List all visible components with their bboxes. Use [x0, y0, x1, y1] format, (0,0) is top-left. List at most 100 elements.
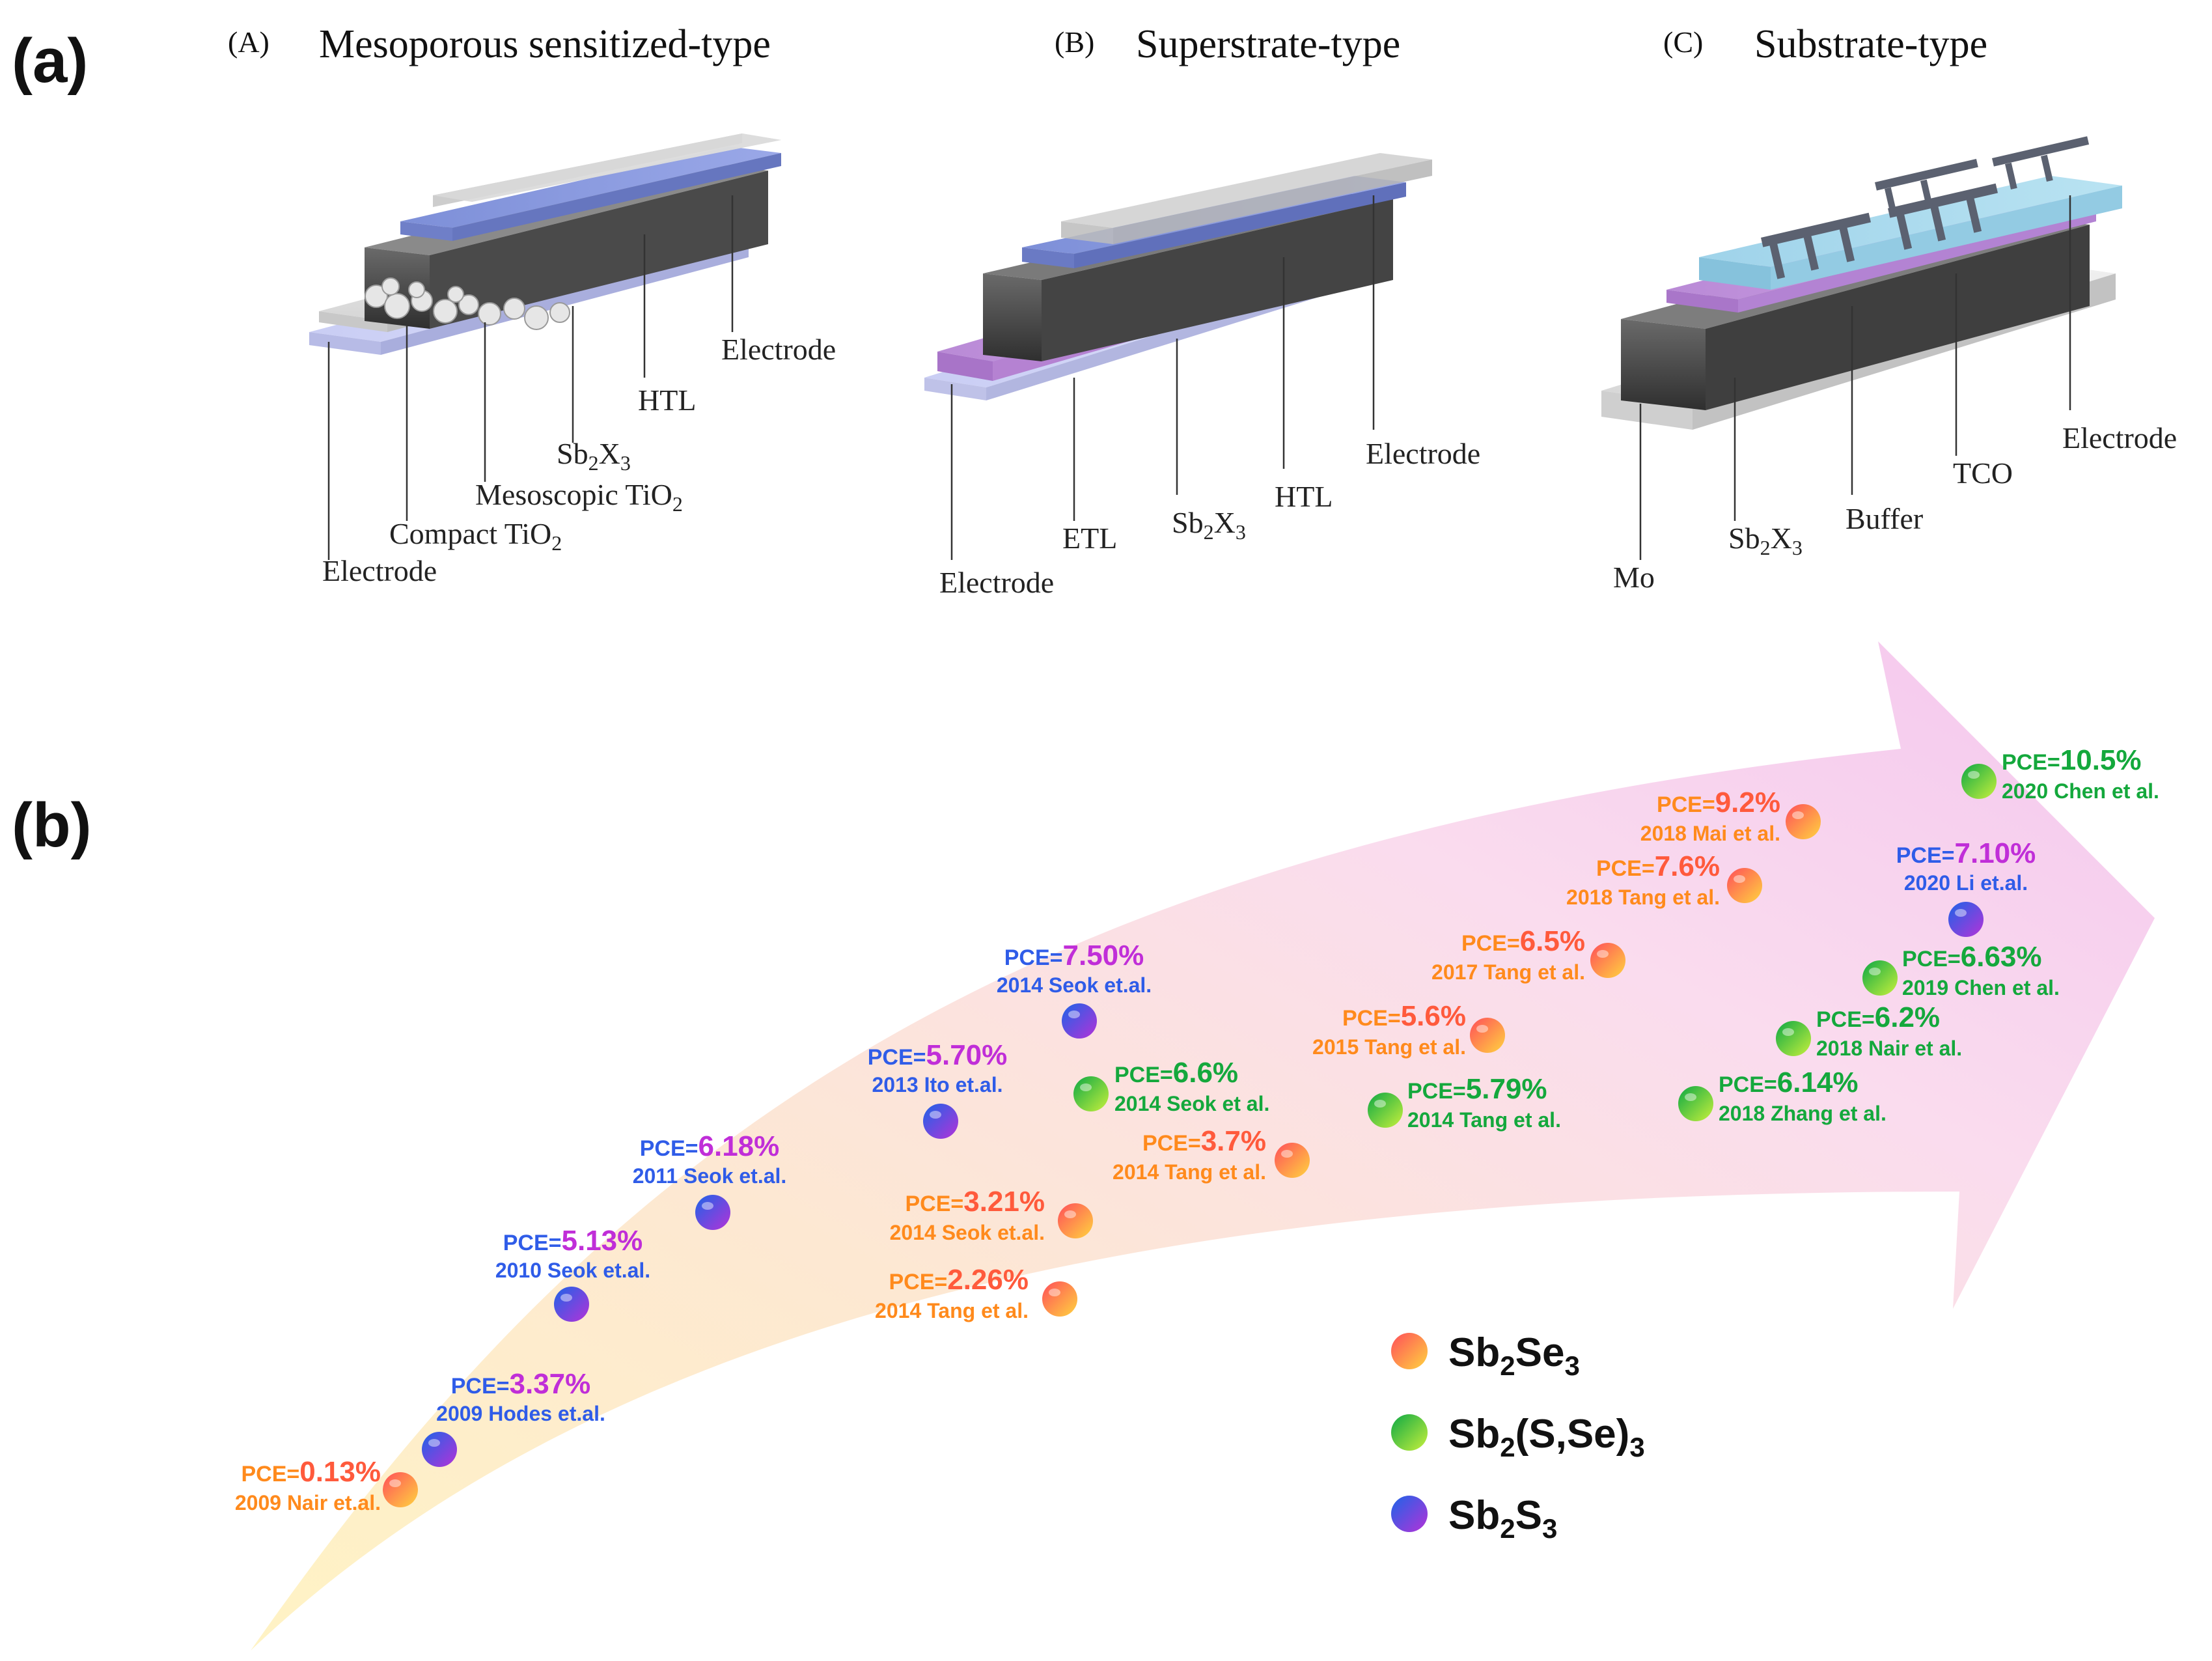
- label-c-buffer: Buffer: [1846, 502, 1923, 535]
- structure-b-title: (B) Superstrate-type: [1055, 22, 1400, 66]
- milestone-marker: [1062, 1003, 1097, 1039]
- milestone-reference: 2015 Tang et al.: [1312, 1035, 1466, 1059]
- label-a-absorber: Sb2X3: [557, 437, 631, 475]
- milestone-marker-highlight: [1792, 811, 1804, 819]
- legend-item-sb2sse3: Sb2(S,Se)3: [1391, 1412, 1645, 1462]
- milestone-pce: PCE=5.79%: [1407, 1073, 1547, 1105]
- milestone-marker: [1058, 1203, 1093, 1238]
- milestone-5-6: PCE=5.6% 2015 Tang et al.: [1312, 1000, 1505, 1059]
- label-a-electrode-top: Electrode: [721, 333, 836, 366]
- label-c-tco: TCO: [1953, 456, 2013, 490]
- label-c-mo: Mo: [1613, 561, 1655, 594]
- milestone-marker: [923, 1104, 958, 1139]
- milestone-marker-highlight: [1869, 968, 1881, 975]
- milestone-marker-highlight: [389, 1479, 401, 1487]
- legend-swatch-sb2se3: [1391, 1333, 1428, 1369]
- milestone-marker: [1776, 1021, 1811, 1056]
- milestone-marker-highlight: [1597, 950, 1609, 958]
- milestone-marker: [1590, 943, 1625, 978]
- milestone-0-13: PCE=0.13% 2009 Nair et.al.: [235, 1456, 418, 1514]
- device-c-stack: [1601, 136, 2122, 430]
- milestone-pce: PCE=3.37%: [451, 1368, 591, 1400]
- device-c-grid: [1761, 136, 2090, 279]
- label-b-absorber: Sb2X3: [1172, 506, 1246, 544]
- milestone-reference: 2009 Hodes et.al.: [436, 1402, 605, 1425]
- milestone-reference: 2011 Seok et.al.: [633, 1164, 787, 1188]
- milestone-marker-highlight: [1685, 1093, 1696, 1101]
- structure-c-tag: (C): [1663, 25, 1703, 59]
- milestone-marker: [1368, 1093, 1403, 1128]
- milestone-reference: 2014 Tang et al.: [875, 1299, 1029, 1322]
- device-b-stack: [924, 153, 1432, 400]
- milestone-marker-highlight: [560, 1294, 572, 1302]
- milestone-reference: 2009 Nair et.al.: [235, 1491, 381, 1514]
- legend-item-sb2s3: Sb2S3: [1391, 1493, 1557, 1544]
- milestone-marker: [1948, 902, 1984, 937]
- milestone-marker-highlight: [1374, 1100, 1386, 1108]
- milestone-marker-highlight: [702, 1202, 713, 1210]
- milestone-marker-highlight: [1968, 771, 1980, 779]
- milestone-pce: PCE=6.18%: [640, 1130, 780, 1162]
- milestones: PCE=0.13% 2009 Nair et.al. PCE=3.37%2009 H…: [235, 744, 2159, 1514]
- device-a-labels: Electrode HTL Sb2X3 Mesoscopic TiO2 Comp…: [322, 333, 836, 587]
- legend-item-sb2se3: Sb2Se3: [1391, 1330, 1580, 1381]
- milestone-marker: [1786, 804, 1821, 839]
- milestone-pce: PCE=6.5%: [1461, 925, 1585, 957]
- milestone-marker-highlight: [1782, 1028, 1794, 1036]
- milestone-marker: [383, 1472, 418, 1507]
- milestone-6-2: PCE=6.2% 2018 Nair et al.: [1776, 1001, 1962, 1060]
- milestone-6-6: PCE=6.6% 2014 Seok et al.: [1073, 1057, 1269, 1115]
- milestone-pce: PCE=3.21%: [905, 1186, 1045, 1218]
- label-b-electrode-top: Electrode: [1366, 437, 1480, 470]
- milestone-7-10: PCE=7.10%2020 Li et.al.: [1896, 837, 2036, 937]
- milestone-marker: [1275, 1143, 1310, 1178]
- legend-label-sb2s3: Sb2S3: [1448, 1493, 1557, 1544]
- milestone-7-50: PCE=7.50%2014 Seok et.al.: [997, 940, 1152, 1039]
- milestone-3-21: PCE=3.21% 2014 Seok et.al.: [890, 1186, 1093, 1244]
- structure-a-tag: (A): [228, 25, 270, 59]
- label-b-etl: ETL: [1062, 522, 1117, 555]
- device-a-stack: [309, 133, 781, 355]
- milestone-reference: 2018 Tang et al.: [1566, 886, 1720, 909]
- milestone-reference: 2014 Tang et al.: [1113, 1160, 1266, 1184]
- milestone-reference: 2018 Nair et al.: [1816, 1037, 1962, 1060]
- milestone-reference: 2020 Chen et al.: [2002, 779, 2159, 803]
- milestone-marker-highlight: [1734, 875, 1745, 883]
- label-a-htl: HTL: [638, 384, 696, 417]
- structure-a-name: Mesoporous sensitized-type: [319, 22, 771, 66]
- milestone-6-5: PCE=6.5% 2017 Tang et al.: [1431, 925, 1625, 984]
- milestone-9-2: PCE=9.2% 2018 Mai et al.: [1640, 787, 1821, 845]
- milestone-pce: PCE=6.63%: [1902, 941, 2042, 973]
- milestone-reference: 2014 Tang et al.: [1407, 1108, 1561, 1132]
- milestone-marker: [1862, 960, 1898, 996]
- milestone-pce: PCE=9.2%: [1657, 787, 1780, 818]
- milestone-reference: 2017 Tang et al.: [1431, 960, 1585, 984]
- device-b-leaders: [950, 195, 1375, 560]
- milestone-marker: [1961, 764, 1997, 799]
- milestone-pce: PCE=3.7%: [1142, 1125, 1266, 1157]
- milestone-pce: PCE=2.26%: [889, 1264, 1029, 1296]
- milestone-6-63: PCE=6.63% 2019 Chen et al.: [1862, 941, 2060, 999]
- milestone-pce: PCE=7.10%: [1896, 837, 2036, 869]
- legend-label-sb2sse3: Sb2(S,Se)3: [1448, 1412, 1645, 1462]
- milestone-marker-highlight: [1955, 909, 1967, 917]
- milestone-10-5: PCE=10.5% 2020 Chen et al.: [1961, 744, 2159, 803]
- milestone-5-79: PCE=5.79% 2014 Tang et al.: [1368, 1073, 1561, 1132]
- milestone-marker: [1727, 868, 1762, 903]
- device-b-labels: Electrode HTL Sb2X3 ETL Electrode: [939, 437, 1480, 599]
- milestone-marker: [1678, 1086, 1713, 1121]
- milestone-reference: 2014 Seok et.al.: [890, 1221, 1045, 1244]
- milestone-marker-highlight: [1049, 1289, 1060, 1296]
- milestone-pce: PCE=5.6%: [1342, 1000, 1466, 1032]
- device-c-labels: Electrode TCO Buffer Sb2X3 Mo: [1613, 421, 2177, 594]
- progress-arrow: [251, 641, 2155, 1651]
- milestone-reference: 2014 Seok et al.: [1114, 1092, 1269, 1115]
- milestone-marker: [554, 1287, 589, 1322]
- milestone-marker-highlight: [1068, 1011, 1080, 1018]
- milestone-reference: 2019 Chen et al.: [1902, 976, 2060, 999]
- milestone-marker-highlight: [930, 1111, 941, 1119]
- label-b-electrode-bottom: Electrode: [939, 566, 1054, 599]
- milestone-marker-highlight: [428, 1439, 440, 1447]
- label-a-meso-tio2: Mesoscopic TiO2: [475, 478, 683, 516]
